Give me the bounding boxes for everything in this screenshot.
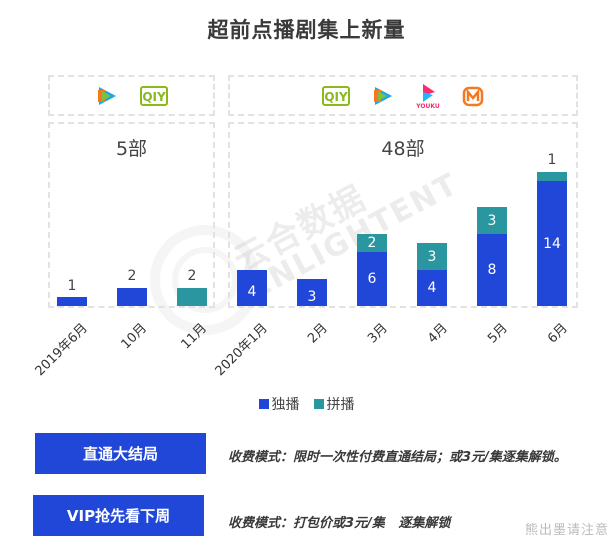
x-axis-label: 11月 [178,320,211,353]
chart-panel-2020: 48部 [228,122,578,308]
bar-shared: 3 [417,243,447,270]
legend-item-exclusive: 独播 [258,394,300,414]
youku-icon: YOUKU [416,83,440,109]
bar-exclusive: 4 [237,270,267,306]
platforms-box-2019: QIY [48,75,215,116]
tencent-video-icon [97,86,116,105]
bar-exclusive [57,297,87,306]
mango-tv-icon [462,86,484,106]
legend-swatch-exclusive [258,399,269,409]
corner-watermark: 熊出墨请注意 [524,523,609,538]
bar-exclusive: 8 [477,234,507,306]
tencent-video-icon [374,86,392,105]
chart-title: 超前点播剧集上新量 [207,18,406,42]
bar-exclusive: 6 [357,252,387,306]
finale-direct-button[interactable]: 直通大结局 [35,433,206,474]
x-axis-label: 2019年6月 [32,320,91,380]
vip-early-note: 收费模式：打包价或3元/集 逐集解锁 [228,516,451,531]
bar-shared: 3 [477,207,507,234]
finale-direct-note: 收费模式：限时一次性付费直通结局；或3元/集逐集解锁。 [228,450,567,465]
chart-panel-2019: 5部 [48,122,215,308]
panel-total-2019: 5部 [115,138,148,160]
x-axis-label: 2020年1月 [212,320,271,380]
x-axis-label: 3月 [364,320,391,347]
bar-label: 1 [67,278,77,294]
bar-shared [537,172,567,181]
x-axis-label: 6月 [544,320,571,347]
bar-exclusive: 4 [417,270,447,306]
bar-shared: 2 [357,234,387,252]
x-axis-label: 4月 [424,320,451,347]
svg-text:QIY: QIY [324,90,348,104]
bar-shared [177,288,207,306]
iqiyi-icon: QIY [322,85,350,106]
panel-total-2020: 48部 [381,138,425,160]
legend-item-shared: 拼播 [313,394,355,414]
iqiyi-icon: QIY [139,85,168,106]
bar-label: 1 [547,152,557,168]
bar-label: 2 [187,268,197,284]
legend-label: 独播 [271,397,300,413]
x-axis-label: 10月 [118,320,151,353]
platforms-box-2020: QIY YOUKU [228,75,578,116]
bar-label: 2 [127,268,137,284]
x-axis-label: 2月 [304,320,331,347]
svg-text:YOUKU: YOUKU [416,103,440,109]
bar-exclusive: 3 [297,279,327,306]
bar-exclusive: 14 [537,181,567,306]
bar-exclusive [117,288,147,306]
x-axis-label: 5月 [484,320,511,347]
legend-label: 拼播 [326,397,355,413]
legend-swatch-shared [313,399,324,409]
svg-text:QIY: QIY [142,90,166,104]
legend: 独播 拼播 [0,394,613,414]
vip-early-button[interactable]: VIP抢先看下周 [33,495,204,536]
